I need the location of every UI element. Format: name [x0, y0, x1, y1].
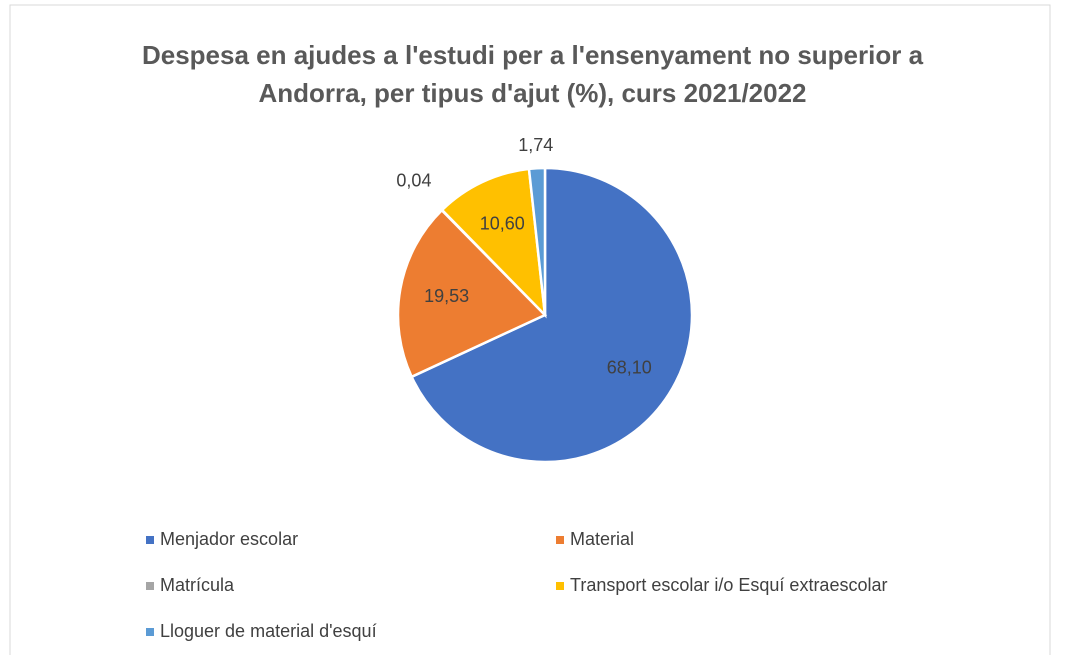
- pie-slice: [527, 166, 547, 316]
- data-label: 1,74: [518, 135, 553, 155]
- legend-swatch: [146, 582, 154, 590]
- legend-swatch: [556, 536, 564, 544]
- pie-slice: [440, 167, 547, 319]
- legend-swatch: [146, 536, 154, 544]
- legend-swatch: [556, 582, 564, 590]
- pie-slice: [396, 208, 548, 379]
- data-label: 68,10: [607, 358, 652, 378]
- legend-label: Menjador escolar: [160, 529, 298, 549]
- legend-label: Transport escolar i/o Esquí extraescolar: [570, 575, 887, 595]
- chart-title: Despesa en ajudes a l'estudi per a l'ens…: [141, 40, 924, 108]
- legend-swatch: [146, 628, 154, 636]
- legend-label: Matrícula: [160, 575, 235, 595]
- data-label: 10,60: [480, 213, 525, 233]
- data-label: 19,53: [424, 286, 469, 306]
- data-label: 0,04: [396, 170, 431, 190]
- legend-label: Lloguer de material d'esquí: [160, 621, 377, 641]
- legend-label: Material: [570, 529, 634, 549]
- pie-slice: [409, 166, 694, 464]
